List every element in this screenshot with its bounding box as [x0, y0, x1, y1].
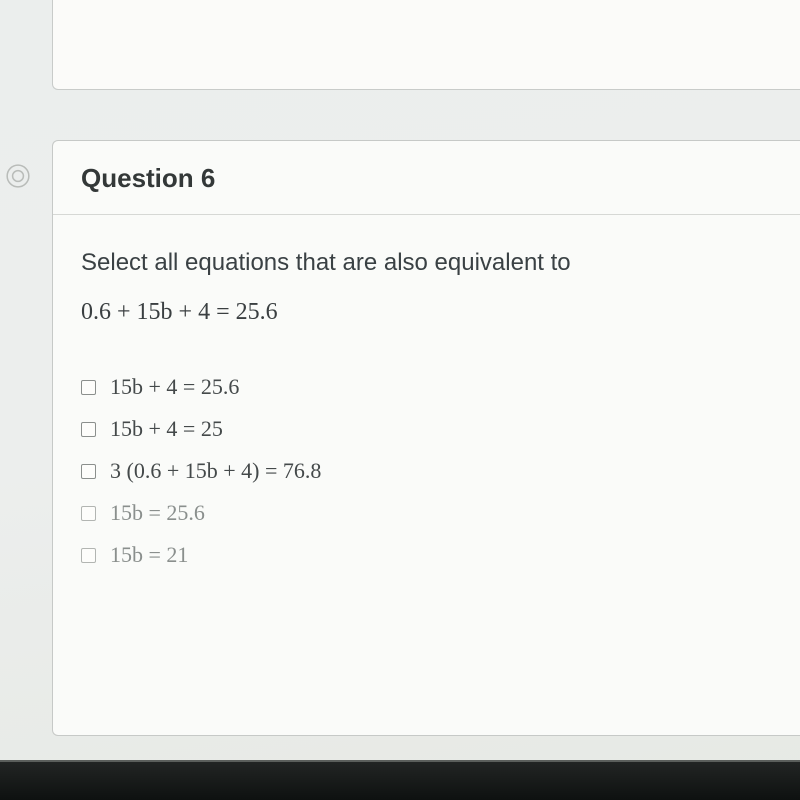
choice-row[interactable]: 3 (0.6 + 15b + 4) = 76.8: [81, 458, 772, 484]
previous-card-edge: [52, 0, 800, 90]
reference-equation: 0.6 + 15b + 4 = 25.6: [81, 299, 772, 326]
checkbox[interactable]: [81, 380, 96, 395]
choices-list: 15b + 4 = 25.6 15b + 4 = 25 3 (0.6 + 15b +…: [81, 374, 772, 568]
question-body: Select all equations that are also equiv…: [53, 215, 800, 604]
choice-row[interactable]: 15b + 4 = 25.6: [81, 374, 772, 400]
choice-text: 15b = 21: [110, 542, 188, 568]
choice-text: 15b + 4 = 25: [110, 416, 223, 442]
choice-row[interactable]: 15b = 21: [81, 542, 772, 568]
sidebar-marker-icon: [0, 158, 36, 194]
checkbox[interactable]: [81, 548, 96, 563]
question-card: Question 6 Select all equations that are…: [52, 140, 800, 736]
screen: Question 6 Select all equations that are…: [0, 0, 800, 800]
choice-text: 15b + 4 = 25.6: [110, 374, 239, 400]
question-title: Question 6: [53, 141, 800, 215]
choice-text: 3 (0.6 + 15b + 4) = 76.8: [110, 458, 321, 484]
choice-row[interactable]: 15b = 25.6: [81, 500, 772, 526]
choice-text: 15b = 25.6: [110, 500, 205, 526]
checkbox[interactable]: [81, 422, 96, 437]
checkbox[interactable]: [81, 506, 96, 521]
question-prompt: Select all equations that are also equiv…: [81, 249, 772, 277]
laptop-bezel: [0, 760, 800, 800]
checkbox[interactable]: [81, 464, 96, 479]
choice-row[interactable]: 15b + 4 = 25: [81, 416, 772, 442]
